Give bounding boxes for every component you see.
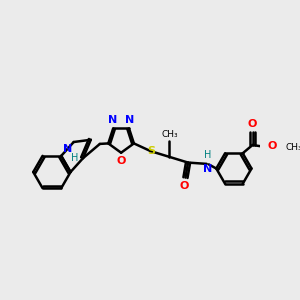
Text: O: O	[268, 141, 277, 151]
Text: O: O	[179, 181, 189, 191]
Text: O: O	[248, 119, 257, 129]
Text: CH₃: CH₃	[161, 130, 178, 139]
Text: H: H	[70, 153, 78, 163]
Text: N: N	[125, 115, 134, 125]
Text: N: N	[203, 164, 212, 174]
Text: CH₃: CH₃	[285, 142, 300, 152]
Text: O: O	[116, 156, 126, 166]
Text: S: S	[147, 146, 155, 156]
Text: H: H	[204, 150, 212, 160]
Text: N: N	[108, 115, 117, 125]
Text: N: N	[63, 144, 72, 154]
